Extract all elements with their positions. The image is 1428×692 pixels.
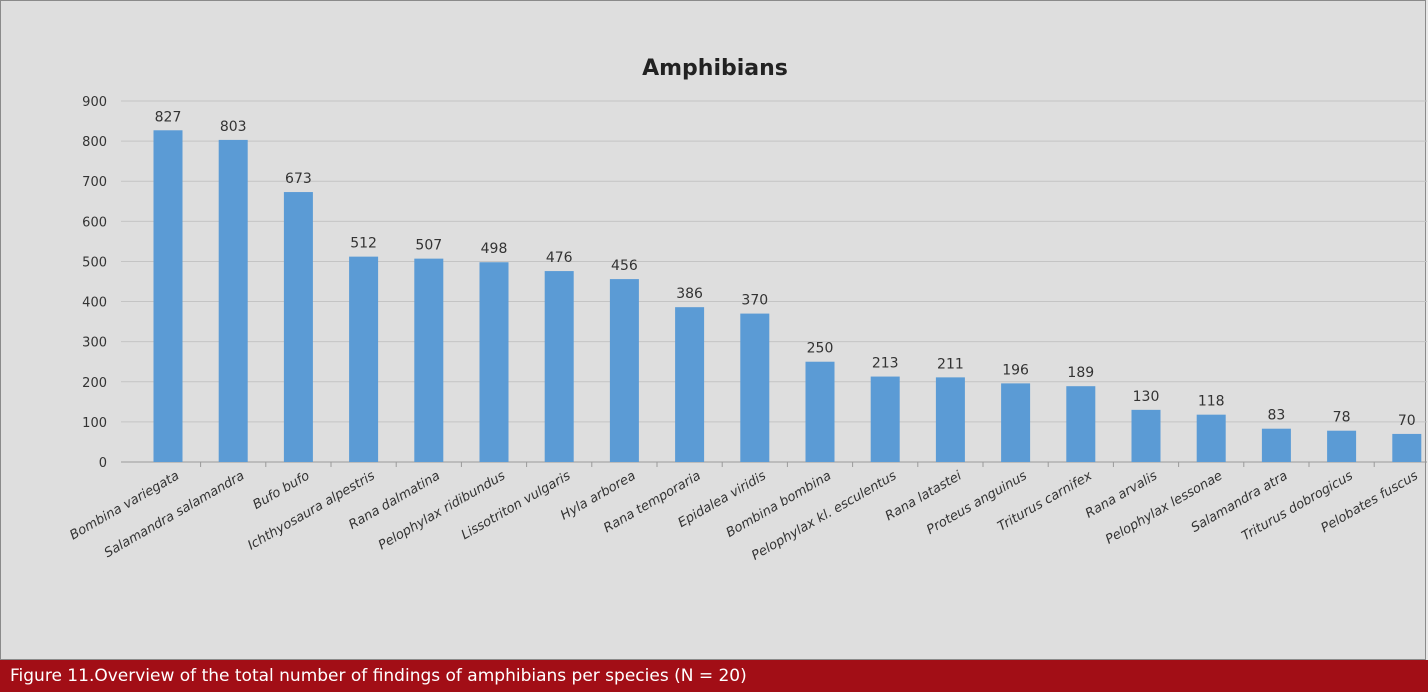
x-tick-label: Bombina variegata <box>67 468 182 543</box>
data-label: 673 <box>285 171 312 187</box>
y-tick-label: 900 <box>82 95 107 110</box>
bar <box>218 139 248 462</box>
data-label: 213 <box>872 356 899 372</box>
bar <box>349 256 379 462</box>
x-tick-label: Triturus dobrogicus <box>1239 468 1355 544</box>
data-label: 498 <box>481 241 508 257</box>
data-label: 78 <box>1333 410 1351 426</box>
bar <box>153 130 183 462</box>
y-tick-label: 0 <box>99 456 107 471</box>
bar <box>870 376 900 462</box>
data-label: 189 <box>1067 365 1094 381</box>
bar <box>1392 433 1422 462</box>
y-tick-label: 400 <box>82 296 107 311</box>
data-label: 83 <box>1267 408 1285 424</box>
y-tick-label: 200 <box>82 376 107 391</box>
chart: Amphibians 0100200300400500600700800900 … <box>67 56 1427 564</box>
x-tick-label: Bombina bombina <box>724 468 834 540</box>
bar <box>544 271 574 462</box>
chart-title: Amphibians <box>642 56 788 81</box>
data-label: 827 <box>155 109 182 125</box>
data-label: 456 <box>611 258 638 274</box>
bar <box>414 258 444 462</box>
y-tick-label: 500 <box>82 255 107 270</box>
data-label: 476 <box>546 250 573 266</box>
bar <box>1001 383 1031 462</box>
x-tick-label: Pelophylax lessonae <box>1103 468 1225 547</box>
data-label: 803 <box>220 119 247 135</box>
bars <box>153 130 1422 462</box>
data-label: 370 <box>741 293 768 309</box>
bar <box>283 192 313 462</box>
y-tick-label: 800 <box>82 135 107 150</box>
bar <box>609 279 639 462</box>
data-label: 386 <box>676 286 703 302</box>
y-axis: 0 100 200 300 400 500 600 700 800 900 <box>82 95 107 471</box>
bar <box>1261 428 1291 462</box>
bar <box>740 313 770 462</box>
data-label: 196 <box>1002 362 1029 378</box>
bar <box>675 307 705 462</box>
y-tick-label: 600 <box>82 215 107 230</box>
chart-frame: Amphibians 0 100 200 300 400 500 600 700 800 900 … <box>0 0 1427 660</box>
data-label: 512 <box>350 236 377 252</box>
y-tick-label: 300 <box>82 336 107 351</box>
y-tick-label: 100 <box>82 416 107 431</box>
bar <box>805 361 835 462</box>
data-label: 211 <box>937 356 964 372</box>
bar <box>1327 430 1357 462</box>
bar <box>1196 414 1226 462</box>
data-label: 250 <box>807 341 834 357</box>
data-label: 118 <box>1198 394 1225 410</box>
bar <box>1066 386 1096 462</box>
bar <box>1131 409 1161 462</box>
figure-caption: Figure 11.Overview of the total number o… <box>0 660 1428 692</box>
gridlines <box>121 100 1427 463</box>
y-tick-label: 700 <box>82 175 107 190</box>
bar <box>935 377 965 462</box>
data-label: 130 <box>1133 389 1160 405</box>
x-tick-label: Lissotriton vulgaris <box>459 468 573 543</box>
data-label: 507 <box>415 238 442 254</box>
data-labels: 827 803 673 512 507 498 476 456 386 370 250 213 211 1… <box>155 109 1416 429</box>
bar <box>479 262 509 462</box>
data-label: 70 <box>1398 413 1416 429</box>
